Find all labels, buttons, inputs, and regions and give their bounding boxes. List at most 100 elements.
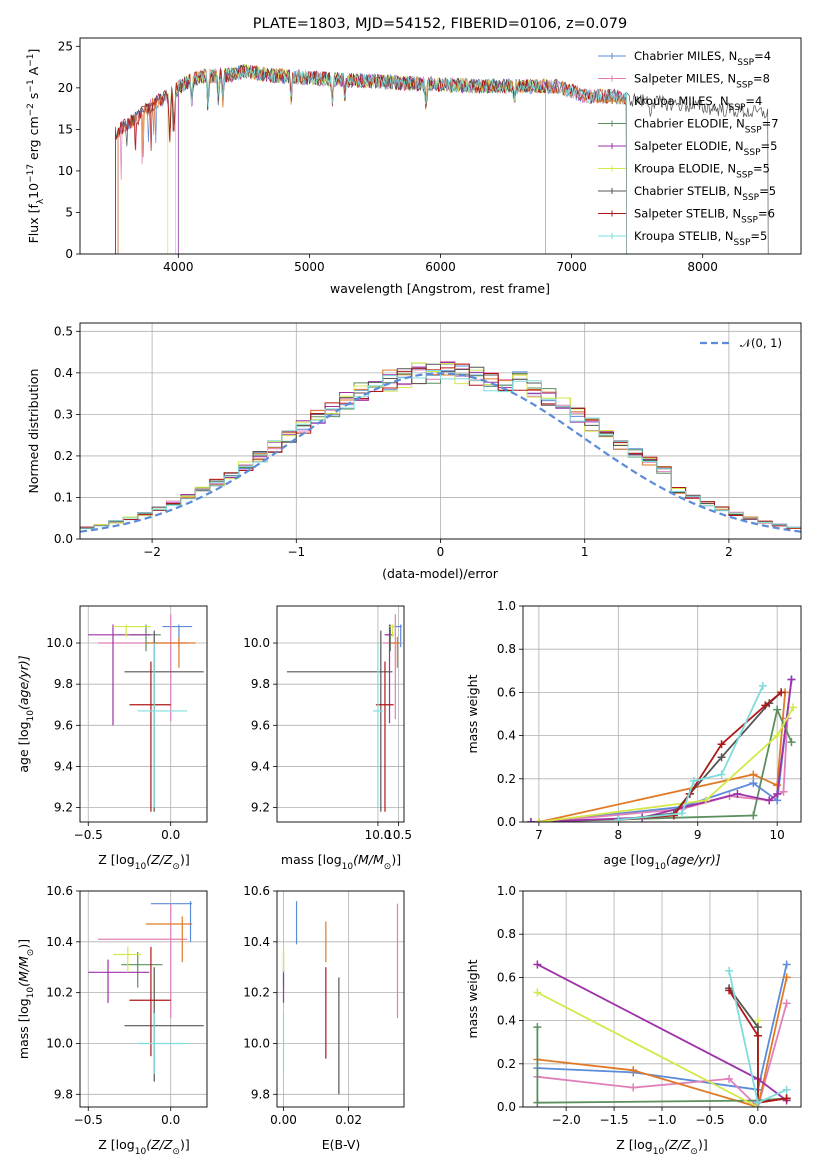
age-vs-mass-xlabel-part: 10	[342, 862, 354, 872]
spectrum-legend-label-part: =4	[745, 94, 762, 108]
weight-vs-age-series-marker	[758, 681, 767, 690]
mass-vs-z-xlabel: Z [log10(Z/Z⊙)]	[98, 1137, 189, 1157]
weight-vs-age-series-marker	[765, 796, 774, 805]
spectrum-xtick-label: 4000	[163, 260, 194, 274]
weight-vs-age-series-line	[538, 679, 793, 822]
mass-vs-z-plot-area	[88, 901, 204, 1082]
spectrum-title: PLATE=1803, MJD=54152, FIBERID=0106, z=0…	[253, 16, 627, 32]
spectrum-legend-label: Chabrier ELODIE, NSSP=7	[634, 117, 779, 136]
spectrum-panel: 4000 5000 6000 7000 8000 0 5 10 15 20 25 Chabrier M…	[58, 37, 802, 274]
weight-vs-z-series-line	[536, 991, 759, 1107]
spectrum-ylabel-part: −2	[26, 103, 36, 116]
age-vs-z-point	[137, 643, 188, 808]
spectrum-legend-label-part: Salpeter MILES, N	[634, 72, 736, 86]
spectrum-xtick-label: 6000	[425, 260, 456, 274]
age-vs-z-xlabel-part: ⊙	[172, 862, 180, 872]
age-vs-mass-point	[389, 624, 395, 637]
mass-vs-z-point	[112, 946, 142, 973]
age-vs-z-ytick-label: 10.0	[46, 636, 73, 650]
spectrum-legend-label-part: =5	[753, 162, 770, 176]
age-vs-z-ytick-label: 9.2	[54, 801, 73, 815]
age-vs-z-ytick-label: 9.4	[54, 759, 73, 773]
spectrum-legend-label-part: Salpeter ELODIE, N	[634, 139, 744, 153]
weight-vs-z-series-marker	[782, 960, 791, 969]
weight-vs-z-series-marker	[533, 1023, 542, 1032]
spectrum-legend-label-part: SSP	[729, 103, 746, 113]
age-vs-z-point	[88, 624, 151, 726]
age-vs-z-ylabel-part: (age/yr)]	[16, 655, 31, 710]
spectrum-ytick-label: 5	[65, 205, 73, 219]
spectrum-ylabel-part: −17	[26, 164, 36, 183]
age-vs-mass-xlabel-part: ⊙	[384, 862, 392, 872]
spectrum-axes: 4000 5000 6000 7000 8000 0 5 10 15 20 25 Chabrier M…	[58, 37, 802, 274]
age-vs-z-xlabel-part: (Z/Z	[146, 852, 173, 867]
age-vs-z-xlabel-part: Z [log	[98, 852, 134, 867]
weight-vs-z-xtick-label: −1.0	[647, 1113, 676, 1127]
age-vs-z-point	[129, 624, 161, 652]
mass-vs-z-ytick-label: 10.2	[46, 986, 73, 1000]
weight-vs-age-series-marker	[789, 703, 798, 712]
age-vs-mass-plot-area	[286, 614, 402, 812]
weight-vs-z-series-marker	[725, 966, 734, 975]
residuals-ytick-label: 0.5	[54, 324, 73, 338]
weight-vs-age-xlabel-part: 10	[655, 862, 667, 872]
age-vs-z-ylabel-part: age [log	[16, 721, 31, 772]
spectrum-legend-label-part: =8	[753, 72, 770, 86]
mass-vs-z-axes: −0.5 0.0 9.8 10.0 10.2 10.4 10.6	[46, 884, 208, 1127]
spectrum-ytick-label: 25	[58, 39, 73, 53]
weight-vs-age-xlabel-part: age [log	[603, 852, 654, 867]
mass-vs-z-ylabel: mass [log10(M/M⊙)]	[16, 939, 36, 1059]
weight-vs-age-xtick-label: 7	[535, 828, 543, 842]
spectrum-legend-label-part: SSP	[734, 238, 751, 248]
weight-vs-age-series-marker	[777, 688, 786, 697]
weight-vs-z-series-marker	[533, 960, 542, 969]
age-vs-mass-xtick-label: 10.5	[385, 828, 412, 842]
spectrum-legend-label-part: =5	[761, 139, 778, 153]
weight-vs-age-xlabel-part: (age/yr)]	[666, 852, 721, 867]
residuals-axes: −2 −1 0 1 2 0.0 0.1 0.2 0.3 0.4 0.5 𝒩(0, 1)	[54, 322, 802, 559]
mass-vs-ebv-ytick-label: 10.4	[243, 935, 270, 949]
weight-vs-z-xlabel-part: Z [log	[616, 1137, 652, 1152]
weight-vs-z-series-marker	[753, 1031, 762, 1040]
weight-vs-age-series-line	[618, 691, 782, 821]
weight-vs-z-xlabel-part: (Z/Z	[664, 1137, 691, 1152]
age-vs-mass-point	[384, 624, 392, 724]
spectrum-legend-label-part: SSP	[736, 81, 753, 91]
weight-vs-z-series-marker	[725, 986, 734, 995]
mass-vs-z-point	[98, 903, 188, 1019]
weight-vs-age-series-line	[530, 679, 793, 822]
age-vs-z-point	[129, 661, 171, 812]
spectrum-ytick-label: 10	[58, 164, 73, 178]
mass-vs-z-frame	[79, 890, 208, 1108]
residuals-ylabel: Normed distribution	[26, 369, 41, 494]
weight-vs-age-xlabel: age [log10(age/yr)]	[603, 852, 720, 872]
weight-vs-z-panel: −2.0 −1.5 −1.0 −0.5 0.0 0.0 0.2 0.4 0.6 0.8 1.0	[497, 884, 802, 1127]
age-vs-z-xtick-label: 0.0	[161, 828, 180, 842]
residuals-xlabel: (data-model)/error	[382, 566, 499, 581]
weight-vs-z-series-line	[536, 1027, 787, 1104]
weight-vs-z-ytick-label: 0.6	[497, 970, 516, 984]
mass-vs-ebv-xlabel: E(B-V)	[322, 1137, 361, 1152]
weight-vs-age-xtick-label: 10	[770, 828, 785, 842]
spectrum-ylabel: Flux [fλ10−17 erg cm−2 s−1 A−1]	[26, 49, 46, 244]
weight-vs-age-ylabel: mass weight	[465, 674, 480, 753]
weight-vs-age-xtick-label: 8	[614, 828, 622, 842]
weight-vs-z-series-marker	[753, 1023, 762, 1032]
spectrum-ylabel-part: −1	[26, 54, 36, 67]
mass-vs-z-point	[88, 959, 150, 1003]
weight-vs-z-ytick-label: 0.8	[497, 927, 516, 941]
weight-vs-z-xlabel: Z [log10(Z/Z⊙)]	[616, 1137, 707, 1157]
weight-vs-age-series-line	[530, 706, 793, 822]
weight-vs-z-ytick-label: 1.0	[497, 884, 516, 898]
age-vs-mass-xtick-label: 10.0	[365, 828, 392, 842]
weight-vs-z-xlabel-part: 10	[653, 1147, 665, 1157]
spectrum-ylabel-part: ]	[26, 49, 41, 54]
age-vs-z-ylabel-part: 10	[26, 710, 36, 722]
weight-vs-z-xlabel-part: ⊙	[690, 1147, 698, 1157]
weight-vs-age-series-marker	[779, 787, 788, 796]
weight-vs-z-series-marker	[533, 988, 542, 997]
spectrum-series-line	[117, 64, 627, 254]
age-vs-mass-point	[372, 643, 383, 808]
